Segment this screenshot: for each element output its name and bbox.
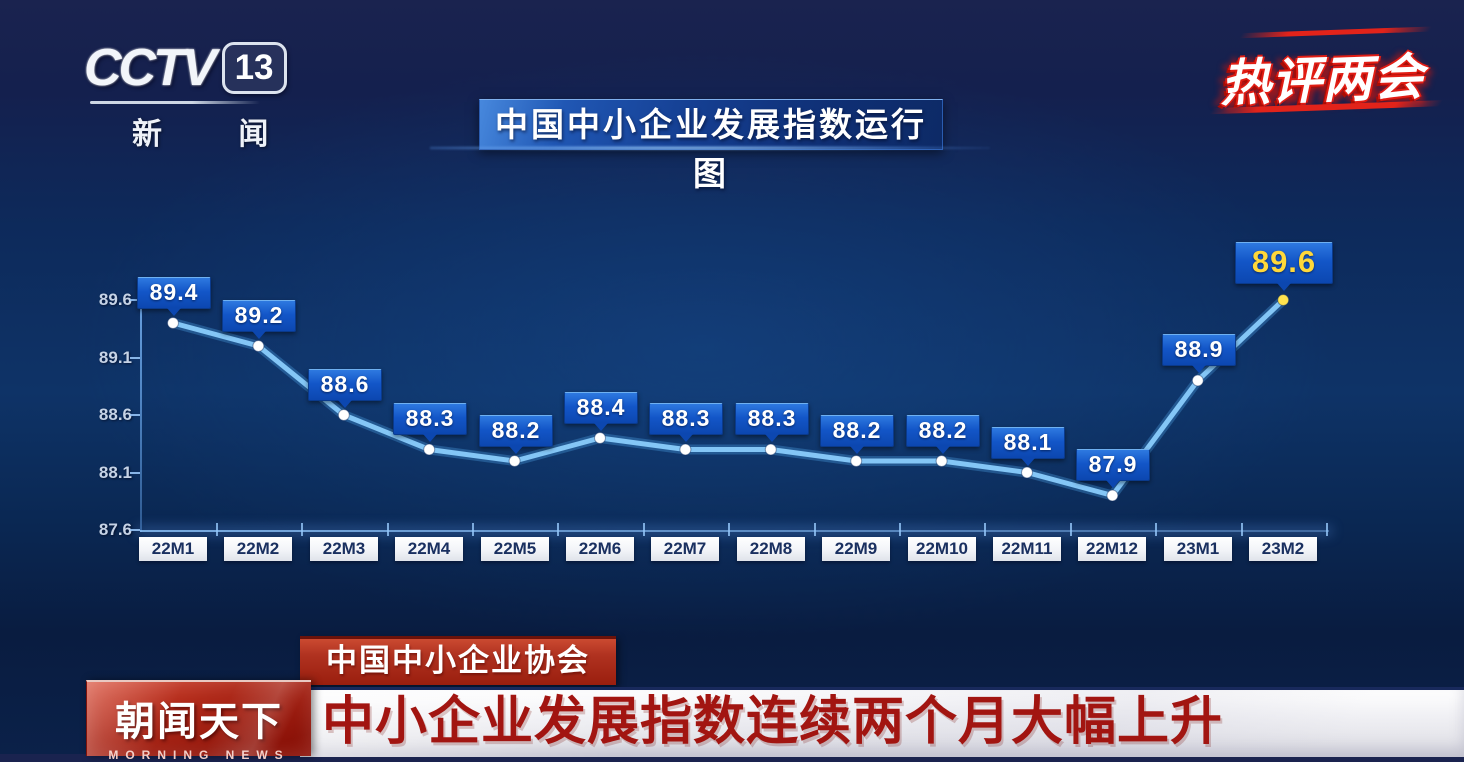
y-tick-mark xyxy=(130,414,140,416)
value-label: 88.3 xyxy=(735,403,809,442)
x-tick-mark xyxy=(557,523,559,536)
x-tick-label: 22M6 xyxy=(566,537,634,561)
x-tick-mark xyxy=(814,523,816,536)
x-tick-label: 22M11 xyxy=(993,537,1061,561)
x-tick-label: 22M12 xyxy=(1078,537,1146,561)
cctv-wordmark: CCTV xyxy=(84,39,217,97)
x-tick-mark xyxy=(216,523,218,536)
data-point xyxy=(423,443,436,456)
x-tick-mark xyxy=(1070,523,1072,536)
x-tick-label: 23M1 xyxy=(1164,537,1232,561)
x-tick-label: 22M8 xyxy=(737,537,805,561)
value-label: 88.2 xyxy=(906,415,980,454)
value-label: 87.9 xyxy=(1076,449,1150,488)
data-point xyxy=(935,455,948,467)
y-tick-label: 88.6 xyxy=(98,405,132,424)
value-label: 88.6 xyxy=(308,369,382,408)
y-tick-mark xyxy=(130,299,140,301)
x-tick-label: 22M3 xyxy=(310,537,378,561)
value-label: 89.6 xyxy=(1235,242,1333,291)
x-tick-mark xyxy=(899,523,901,536)
x-tick-mark xyxy=(1326,523,1328,536)
y-axis-line xyxy=(140,298,142,532)
cctv-logo: CCTV 13 新 闻 xyxy=(84,38,302,153)
x-tick-mark xyxy=(984,523,986,536)
value-label: 89.4 xyxy=(137,277,211,316)
x-tick-label: 22M9 xyxy=(822,537,890,561)
x-tick-label: 22M2 xyxy=(224,537,292,561)
headline-bar: 中小企业发展指数连续两个月大幅上升 xyxy=(300,687,1464,757)
x-tick-mark xyxy=(1241,523,1243,536)
index-trend-line xyxy=(170,297,1286,498)
headline-text: 中小企业发展指数连续两个月大幅上升 xyxy=(322,693,1224,751)
x-tick-mark xyxy=(1155,523,1157,536)
y-tick-mark xyxy=(130,471,140,474)
y-tick-label: 87.6 xyxy=(98,520,132,539)
x-tick-label: 22M10 xyxy=(908,537,976,561)
y-tick-label: 89.6 xyxy=(98,290,132,309)
cctv-underline-swoosh xyxy=(90,101,260,104)
data-point xyxy=(850,455,863,467)
x-tick-mark xyxy=(472,523,474,536)
chart-title-glow xyxy=(430,146,990,150)
data-point xyxy=(1191,374,1204,387)
cctv-channel-name: 新 闻 xyxy=(132,118,303,151)
value-label: 88.9 xyxy=(1162,334,1236,373)
value-label: 88.2 xyxy=(479,415,553,454)
data-point xyxy=(1021,466,1033,479)
x-axis-line xyxy=(140,530,1330,532)
cctv-channel-number: 13 xyxy=(221,42,287,94)
y-tick-label: 88.1 xyxy=(98,462,132,482)
value-label: 89.2 xyxy=(222,300,296,339)
value-label: 88.1 xyxy=(991,427,1065,466)
program-logo-title: 朝闻天下 xyxy=(115,700,283,744)
data-point xyxy=(167,317,179,329)
value-label: 88.3 xyxy=(649,403,723,442)
data-point xyxy=(679,443,692,456)
x-tick-mark xyxy=(643,523,645,536)
data-point xyxy=(594,432,606,444)
y-tick-mark xyxy=(130,356,140,359)
x-tick-label: 22M1 xyxy=(139,537,207,561)
program-logo-subtitle: MORNING NEWS xyxy=(108,748,290,762)
x-tick-label: 23M2 xyxy=(1249,537,1317,561)
data-point xyxy=(1277,294,1290,306)
x-tick-mark xyxy=(301,523,303,536)
data-point xyxy=(252,340,265,352)
x-tick-mark xyxy=(387,523,389,536)
data-point xyxy=(508,455,521,467)
x-tick-label: 22M5 xyxy=(481,537,549,561)
cctv-logo-row: CCTV 13 xyxy=(84,38,302,98)
x-tick-label: 22M7 xyxy=(651,537,719,561)
x-tick-label: 22M4 xyxy=(395,537,463,561)
source-tag: 中国中小企业协会 xyxy=(300,636,616,685)
program-logo: 朝闻天下 MORNING NEWS xyxy=(86,680,311,762)
data-point xyxy=(337,409,350,421)
data-point xyxy=(764,443,777,456)
value-label: 88.4 xyxy=(564,392,638,431)
value-label: 88.3 xyxy=(393,403,467,442)
y-tick-label: 89.1 xyxy=(98,347,132,367)
y-tick-mark xyxy=(130,529,140,531)
x-tick-mark xyxy=(728,523,730,536)
data-point xyxy=(1106,489,1119,502)
value-label: 88.2 xyxy=(820,415,894,454)
